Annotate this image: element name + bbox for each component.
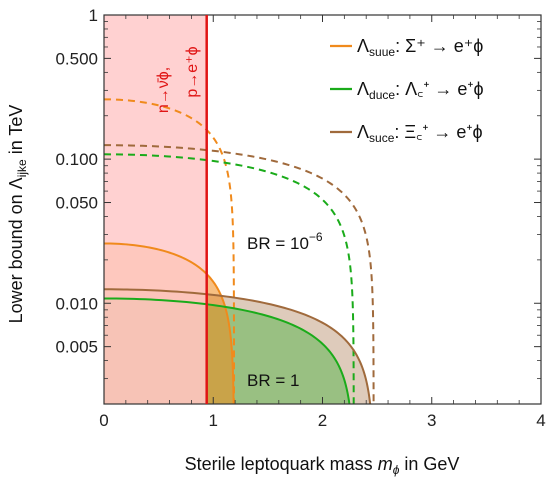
y-tick-label-0.010: 0.010 [55, 294, 98, 313]
curve-br1-suce [104, 288, 372, 404]
excluded-region-fill [104, 15, 207, 404]
legend-entry-suce: Λsuce: Ξ꜀⁺ → e⁺ϕ [357, 122, 483, 145]
br-1-label: BR = 1 [247, 371, 299, 390]
curves [104, 98, 375, 404]
curve-br1-duce [104, 297, 351, 404]
kinematic-label-p-decay: p→e⁺ϕ [184, 46, 201, 97]
x-tick-label-1: 1 [209, 411, 218, 430]
legend-entry-suue: Λsuue: Σ⁺ → e⁺ϕ [357, 36, 483, 59]
curve-br1e-6-suce [104, 144, 375, 404]
excluded-region [104, 15, 207, 404]
kinematic-label-n-decay: n→ν̄ϕ, [155, 67, 172, 113]
y-tick-label-1: 1 [89, 6, 98, 25]
x-tick-label-3: 3 [427, 411, 436, 430]
curve-br1e-6-suue [104, 98, 236, 404]
legend: Λsuue: Σ⁺ → e⁺ϕ Λduce: Λ꜀⁺ → e⁺ϕ Λsuce: Ξ꜀… [330, 36, 484, 145]
y-tick-label-0.100: 0.100 [55, 150, 98, 169]
x-tick-label-2: 2 [318, 411, 327, 430]
x-tick-label-4: 4 [536, 411, 545, 430]
y-tick-label-0.050: 0.050 [55, 194, 98, 213]
br-1e-6-label: BR = 10−6 [247, 230, 323, 253]
axis-ticks: 0 1 2 3 4 1 0.500 0.100 0.050 0.010 0.005 [55, 6, 545, 430]
legend-entry-duce: Λduce: Λ꜀⁺ → e⁺ϕ [357, 79, 484, 102]
x-axis-title: Sterile leptoquark mass mϕ in GeV [185, 454, 460, 477]
y-tick-label-0.005: 0.005 [55, 338, 98, 357]
y-tick-label-0.500: 0.500 [55, 49, 98, 68]
y-axis-title: Lower bound on Λijke in TeV [6, 105, 29, 324]
x-tick-label-0: 0 [99, 411, 108, 430]
